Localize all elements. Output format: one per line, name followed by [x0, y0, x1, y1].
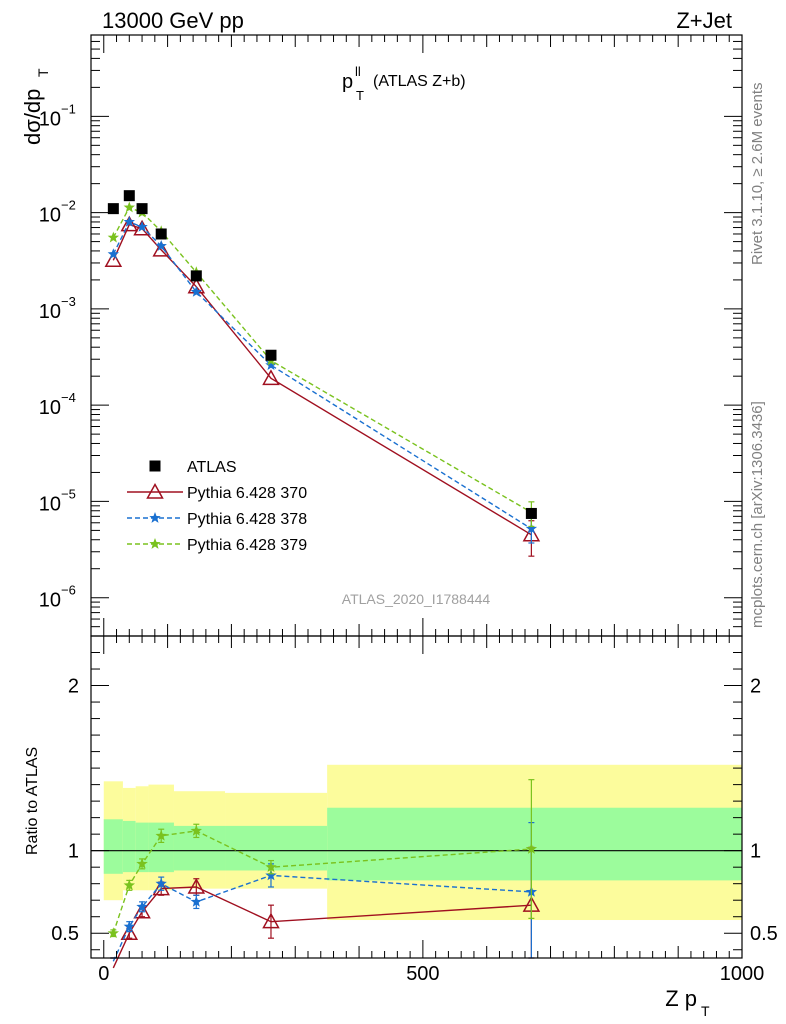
legend-label-3: Pythia 6.428 379 — [187, 537, 307, 554]
ratio-band-inner — [122, 820, 136, 873]
ratio-band-inner — [327, 807, 742, 881]
legend-label-1: Pythia 6.428 370 — [187, 485, 307, 502]
main-series-2-point — [190, 285, 203, 297]
ratio-ytick-label: 0.5 — [51, 923, 79, 945]
ratio-xtick-label: 0 — [98, 963, 109, 985]
ratio-series-1-point — [136, 900, 148, 912]
main-series-0-point — [190, 270, 202, 282]
main-ytick-label: 10 — [39, 205, 61, 227]
main-ytick-exp: −3 — [61, 294, 76, 309]
main-series-0-point — [107, 203, 119, 215]
main-series-0-point — [525, 507, 537, 519]
main-series-1-point — [262, 369, 280, 386]
main-ytick-label: 10 — [39, 397, 61, 419]
ratio-series-2-point — [155, 829, 167, 841]
main-ylabel-text: dσ/dp — [20, 89, 45, 145]
main-series-2-point — [136, 220, 148, 232]
ratio-xtick-label: 1000 — [720, 963, 765, 985]
main-ytick-exp: −2 — [61, 198, 76, 213]
ratio-series-2-point — [123, 879, 135, 891]
ratio-frame — [90, 635, 743, 959]
main-ytick-label: 10 — [39, 590, 61, 612]
main-series-1-point — [133, 219, 151, 236]
ratio-ytick-label-right: 0.5 — [750, 923, 778, 945]
main-series-2-point — [265, 359, 277, 371]
ratio-series-2-point — [190, 824, 203, 836]
main-ytick-exp: −4 — [61, 390, 76, 405]
ratio-series-0-point — [152, 879, 170, 896]
main-series-2-line — [112, 221, 532, 530]
ratio-series-1-point — [190, 895, 203, 907]
legend-marker-3 — [149, 538, 161, 549]
ratio-ytick-label-right: 2 — [750, 676, 761, 698]
ratio-series-2-point — [107, 927, 120, 939]
analysis-id-label: ATLAS_2020_I1788444 — [342, 591, 491, 607]
main-ytick-label: 10 — [39, 301, 61, 323]
ratio-series-1-point — [123, 920, 135, 932]
main-series-0-point — [265, 349, 277, 361]
ratio-band-inner — [225, 825, 328, 871]
analysis-title-sup: ll — [355, 64, 361, 79]
ratio-ylabel: Ratio to ATLAS — [24, 747, 41, 855]
legend-marker-1 — [146, 482, 164, 499]
ratio-xlabel-sub: T — [701, 1003, 710, 1019]
main-series-0-point — [136, 203, 148, 215]
main-series-2-point — [123, 215, 135, 227]
ratio-series-2-point — [525, 843, 538, 854]
ratio-xlabel: Z p T — [665, 986, 710, 1019]
main-ytick-label: 10 — [39, 108, 61, 130]
main-series-2-point — [155, 240, 167, 251]
ratio-uncertainty-bands — [91, 764, 742, 921]
analysis-title-main: p — [342, 71, 353, 93]
ratio-series-2-point — [265, 861, 277, 873]
ratio-series-2-point — [136, 857, 148, 869]
main-series-0-point — [123, 190, 135, 202]
ratio-ytick-label: 2 — [68, 676, 79, 698]
main-series-3-point — [123, 201, 135, 213]
main-series-1-line — [112, 223, 532, 536]
legend-label-0: ATLAS — [187, 459, 237, 476]
main-ytick-exp: −1 — [61, 101, 76, 116]
main-series-2-point — [525, 522, 538, 534]
main-ylabel-sub: T — [35, 68, 51, 77]
ratio-series-0-point — [262, 912, 280, 929]
rivet-label: Rivet 3.1.10, ≥ 2.6M events — [749, 83, 766, 266]
ratio-series-group — [107, 779, 541, 969]
ratio-series-1-point — [155, 877, 167, 889]
main-ytick-exp: −5 — [61, 486, 76, 501]
ratio-xtick-label: 500 — [406, 963, 439, 985]
analysis-title-sub: T — [356, 88, 364, 103]
main-series-3-point — [107, 231, 120, 243]
main-series-group — [104, 190, 541, 557]
main-ytick-label: 10 — [39, 493, 61, 515]
legend-marker-0 — [149, 460, 161, 472]
main-series-1-point — [104, 251, 123, 268]
main-ytick-exp: −6 — [61, 583, 76, 598]
ratio-series-0-point — [120, 924, 139, 940]
legend-label-2: Pythia 6.428 378 — [187, 511, 307, 528]
ratio-series-0-point — [133, 902, 151, 919]
main-ylabel: dσ/dp T — [20, 68, 51, 145]
main-series-2-point — [107, 248, 120, 260]
ratio-ytick-label: 1 — [68, 841, 79, 863]
ratio-series-0-point — [187, 877, 206, 894]
legend: ATLAS Pythia 6.428 370 Pythia 6.428 378 Pyt… — [127, 459, 307, 554]
ratio-series-1-point — [265, 869, 277, 881]
analysis-title: p ll T (ATLAS Z+b) — [342, 64, 466, 103]
analysis-title-rest: (ATLAS Z+b) — [373, 73, 466, 90]
main-series-3-line — [112, 206, 532, 514]
ratio-ytick-label-right: 1 — [750, 841, 761, 863]
process-label: Z+Jet — [676, 8, 732, 33]
legend-marker-2 — [149, 512, 161, 523]
ratio-band-inner — [103, 819, 123, 874]
mcplots-label: mcplots.cern.ch [arXiv:1306.3436] — [749, 401, 766, 628]
main-series-1-point — [152, 240, 170, 257]
main-series-0-point — [155, 228, 167, 240]
energy-label: 13000 GeV pp — [102, 8, 244, 33]
ratio-xlabel-text: Z p — [665, 986, 697, 1011]
